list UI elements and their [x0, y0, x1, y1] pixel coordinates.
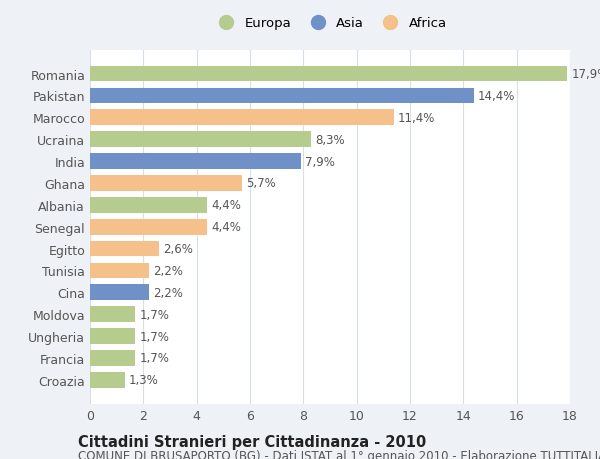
- Bar: [90, 241, 160, 257]
- Bar: [90, 132, 311, 148]
- Bar: [90, 67, 568, 82]
- Bar: [90, 329, 136, 344]
- Bar: [90, 89, 474, 104]
- Text: 1,7%: 1,7%: [139, 330, 169, 343]
- Bar: [90, 110, 394, 126]
- Text: 11,4%: 11,4%: [398, 112, 436, 124]
- Text: 17,9%: 17,9%: [571, 68, 600, 81]
- Text: 2,6%: 2,6%: [163, 242, 193, 256]
- Text: 1,7%: 1,7%: [139, 352, 169, 364]
- Bar: [90, 285, 149, 301]
- Text: Cittadini Stranieri per Cittadinanza - 2010: Cittadini Stranieri per Cittadinanza - 2…: [78, 434, 426, 449]
- Bar: [90, 197, 208, 213]
- Text: 2,2%: 2,2%: [152, 286, 182, 299]
- Bar: [90, 263, 149, 279]
- Text: 1,3%: 1,3%: [128, 374, 158, 386]
- Text: 4,4%: 4,4%: [211, 221, 241, 234]
- Text: 4,4%: 4,4%: [211, 199, 241, 212]
- Bar: [90, 154, 301, 169]
- Text: COMUNE DI BRUSAPORTO (BG) - Dati ISTAT al 1° gennaio 2010 - Elaborazione TUTTITA: COMUNE DI BRUSAPORTO (BG) - Dati ISTAT a…: [78, 449, 600, 459]
- Bar: [90, 176, 242, 191]
- Text: 7,9%: 7,9%: [305, 155, 335, 168]
- Bar: [90, 350, 136, 366]
- Text: 14,4%: 14,4%: [478, 90, 515, 103]
- Text: 8,3%: 8,3%: [316, 134, 345, 146]
- Text: 1,7%: 1,7%: [139, 308, 169, 321]
- Text: 2,2%: 2,2%: [152, 264, 182, 277]
- Bar: [90, 307, 136, 322]
- Text: 5,7%: 5,7%: [246, 177, 276, 190]
- Legend: Europa, Asia, Africa: Europa, Asia, Africa: [210, 15, 450, 33]
- Bar: [90, 219, 208, 235]
- Bar: [90, 372, 125, 388]
